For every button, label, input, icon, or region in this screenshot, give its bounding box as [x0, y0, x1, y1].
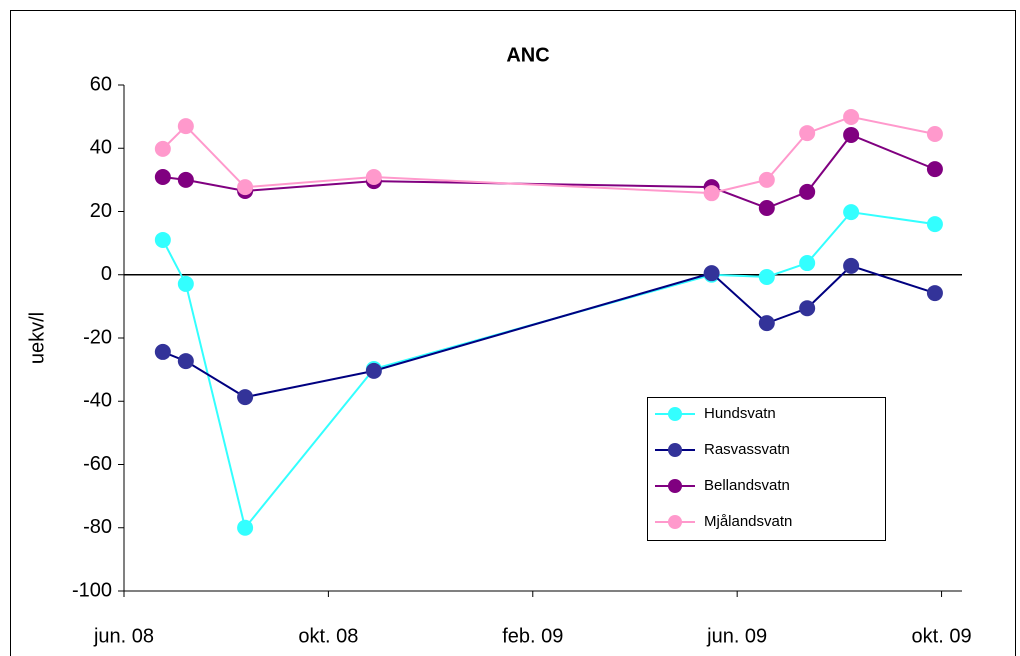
data-point	[926, 126, 943, 143]
data-point	[799, 125, 816, 142]
data-point	[926, 216, 943, 233]
x-tick-label: jun. 08	[93, 625, 154, 647]
legend-label: Mjålandsvatn	[704, 513, 792, 530]
data-point	[926, 285, 943, 302]
y-axis-label: uekv/l	[26, 312, 48, 364]
data-point	[177, 171, 194, 188]
y-tick-label: 20	[90, 200, 112, 222]
data-point	[237, 519, 254, 536]
legend-marker	[668, 407, 682, 421]
y-tick-label: 0	[101, 263, 112, 285]
legend-label: Bellandsvatn	[704, 477, 790, 494]
legend-marker	[668, 515, 682, 529]
data-point	[926, 161, 943, 178]
data-point	[799, 183, 816, 200]
x-tick-label: okt. 09	[912, 625, 972, 647]
data-point	[843, 108, 860, 125]
data-point	[843, 204, 860, 221]
data-point	[758, 171, 775, 188]
data-point	[799, 300, 816, 317]
y-tick-label: -60	[83, 453, 112, 475]
data-point	[154, 140, 171, 157]
legend-marker	[668, 479, 682, 493]
x-tick-label: feb. 09	[502, 625, 563, 647]
x-tick-label: okt. 08	[298, 625, 358, 647]
y-tick-label: -80	[83, 516, 112, 538]
y-tick-label: 40	[90, 137, 112, 159]
data-point	[154, 169, 171, 186]
y-tick-label: 60	[90, 73, 112, 95]
data-point	[758, 315, 775, 332]
data-point	[154, 231, 171, 248]
chart-border	[10, 10, 1016, 656]
data-point	[237, 389, 254, 406]
data-point	[703, 185, 720, 202]
y-tick-label: -100	[72, 579, 112, 601]
legend-marker	[668, 443, 682, 457]
data-point	[365, 362, 382, 379]
chart-title: ANC	[506, 44, 549, 66]
legend-box	[647, 397, 886, 541]
data-point	[177, 275, 194, 292]
data-point	[365, 169, 382, 186]
legend-label: Hundsvatn	[704, 405, 776, 422]
data-point	[703, 265, 720, 282]
data-point	[799, 255, 816, 272]
y-tick-label: -40	[83, 390, 112, 412]
x-tick-label: jun. 09	[706, 625, 767, 647]
data-point	[154, 343, 171, 360]
data-point	[177, 118, 194, 135]
data-point	[843, 126, 860, 143]
data-point	[237, 179, 254, 196]
data-point	[758, 268, 775, 285]
data-point	[177, 353, 194, 370]
legend-label: Rasvassvatn	[704, 441, 790, 458]
y-tick-label: -20	[83, 326, 112, 348]
data-point	[843, 257, 860, 274]
data-point	[758, 200, 775, 217]
